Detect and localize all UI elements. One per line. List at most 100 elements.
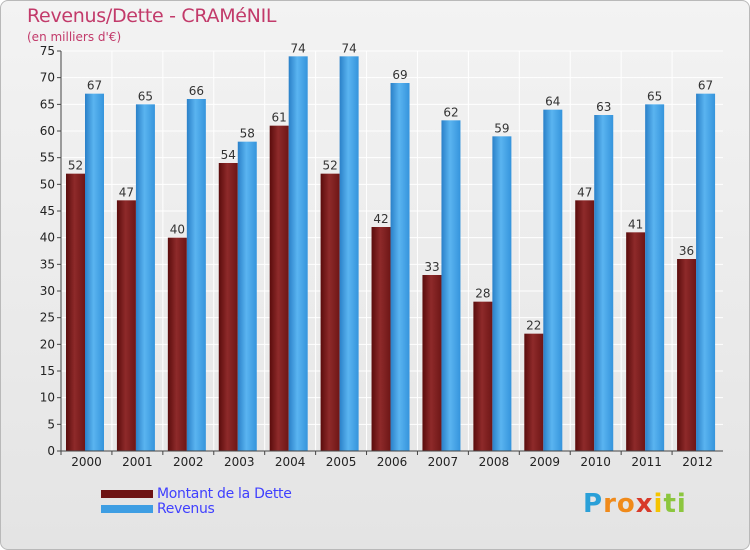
y-tick-label: 5: [47, 417, 55, 431]
bar-debt-2004: [269, 125, 289, 452]
bar-revenue-2006: [390, 83, 410, 451]
bar-debt-2005: [320, 173, 340, 451]
bar-debt-2012: [677, 259, 697, 451]
bar-revenue-2003: [237, 141, 257, 451]
value-label-debt-2001: 47: [119, 185, 134, 199]
value-label-revenue-2004: 74: [291, 41, 306, 55]
value-label-debt-2008: 28: [475, 287, 490, 301]
bar-revenue-2005: [339, 56, 359, 451]
value-label-revenue-2011: 65: [647, 89, 662, 103]
x-tick-label: 2010: [580, 455, 611, 469]
y-tick-label: 0: [47, 444, 55, 458]
logo-letter: x: [635, 489, 654, 519]
y-tick-label: 70: [40, 71, 55, 85]
value-label-debt-2012: 36: [679, 244, 694, 258]
legend-label-revenue: Revenus: [157, 501, 215, 517]
x-tick-label: 2007: [428, 455, 459, 469]
bar-debt-2009: [524, 333, 544, 451]
bar-debt-2002: [167, 237, 187, 451]
y-tick-label: 45: [40, 204, 55, 218]
value-labels: 52 47 40 54 61 52 42 33 28 22 47 41 36 67 65 66 58 74 74 69…: [68, 41, 713, 332]
x-tick-label: 2000: [71, 455, 102, 469]
bar-debt-2008: [473, 301, 493, 451]
y-tick-label: 20: [40, 337, 55, 351]
y-tick-label: 40: [40, 231, 55, 245]
y-tick-label: 55: [40, 151, 55, 165]
logo-letter: i: [676, 489, 687, 519]
y-tick-label: 30: [40, 284, 55, 298]
x-tick-label: 2002: [173, 455, 204, 469]
logo-letter: o: [616, 489, 636, 519]
value-label-revenue-2009: 64: [545, 95, 560, 109]
value-label-debt-2006: 42: [373, 212, 388, 226]
x-tick-label: 2005: [326, 455, 357, 469]
value-label-debt-2005: 52: [322, 159, 337, 173]
value-label-debt-2002: 40: [170, 223, 185, 237]
bar-revenue-2000: [85, 93, 104, 452]
bar-debt-2011: [626, 232, 646, 451]
bar-debt-2007: [422, 275, 442, 451]
bar-revenue-2010: [594, 115, 614, 451]
proxiti-logo: Proxiti: [583, 489, 687, 519]
value-label-revenue-2010: 63: [596, 100, 611, 114]
bar-revenue-2007: [441, 120, 461, 451]
value-label-debt-2009: 22: [526, 319, 541, 333]
y-tick-label: 35: [40, 257, 55, 271]
value-label-revenue-2001: 65: [138, 89, 153, 103]
x-tick-label: 2003: [224, 455, 255, 469]
bar-debt-2001: [116, 200, 136, 451]
logo-letter: i: [653, 489, 664, 519]
x-tick-label: 2011: [631, 455, 662, 469]
value-label-revenue-2008: 59: [494, 121, 509, 135]
x-tick-label: 2001: [122, 455, 153, 469]
value-label-debt-2000: 52: [68, 159, 83, 173]
x-tick-label: 2006: [377, 455, 408, 469]
value-label-revenue-2002: 66: [189, 84, 204, 98]
value-label-debt-2007: 33: [424, 260, 439, 274]
bar-revenue-2004: [288, 56, 308, 451]
y-tick-label: 65: [40, 97, 55, 111]
bar-revenue-2001: [135, 104, 155, 451]
value-label-debt-2003: 54: [221, 148, 236, 162]
y-tick-label: 75: [40, 44, 55, 58]
axes: 0 5 10 15 20 25 30 35 40 45 50 55 60 65 70 75 2000 2001 20…: [40, 44, 723, 469]
value-label-revenue-2000: 67: [87, 79, 102, 93]
y-tick-label: 10: [40, 391, 55, 405]
bar-debt-2006: [371, 227, 391, 451]
y-tick-label: 15: [40, 364, 55, 378]
x-tick-label: 2009: [529, 455, 560, 469]
bars: [66, 56, 716, 452]
bar-debt-2010: [575, 200, 595, 451]
chart-title: Revenus/Dette - CRAMéNIL: [27, 5, 277, 27]
bar-debt-2000: [66, 173, 85, 451]
bar-revenue-2008: [492, 136, 512, 452]
y-tick-label: 50: [40, 177, 55, 191]
bar-revenue-2002: [186, 99, 206, 451]
x-tick-label: 2008: [479, 455, 510, 469]
value-label-revenue-2006: 69: [392, 68, 407, 82]
value-label-revenue-2007: 62: [443, 105, 458, 119]
logo-letter: t: [663, 489, 677, 519]
y-tick-label: 25: [40, 311, 55, 325]
y-tick-label: 60: [40, 124, 55, 138]
value-label-debt-2004: 61: [272, 111, 287, 125]
x-tick-label: 2004: [275, 455, 306, 469]
bar-revenue-2012: [696, 93, 716, 452]
bar-revenue-2011: [645, 104, 665, 451]
value-label-revenue-2005: 74: [341, 41, 356, 55]
value-label-revenue-2003: 58: [240, 127, 255, 141]
value-label-debt-2011: 41: [628, 217, 643, 231]
value-label-debt-2010: 47: [577, 185, 592, 199]
legend-swatch-debt: [101, 490, 153, 498]
value-label-revenue-2012: 67: [698, 79, 713, 93]
legend-label-debt: Montant de la Dette: [157, 486, 292, 502]
logo-letter: P: [583, 489, 604, 519]
bar-debt-2003: [218, 163, 238, 451]
bar-revenue-2009: [543, 109, 563, 452]
legend-swatch-revenue: [101, 505, 153, 513]
logo-letter: r: [603, 489, 617, 519]
chart-subtitle: (en milliers d'€): [27, 30, 122, 44]
x-tick-label: 2012: [682, 455, 713, 469]
